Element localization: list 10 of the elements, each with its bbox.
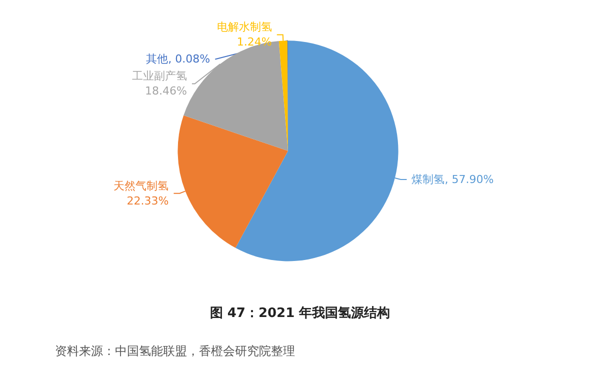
slice-label: 天然气制氢 bbox=[114, 179, 169, 192]
slice-label: 电解水制氢 bbox=[216, 20, 272, 34]
slice-label: 工业副产氢 bbox=[132, 70, 187, 83]
slice-label: 其他, 0.08% bbox=[146, 52, 210, 66]
data-label: 18.46% bbox=[144, 84, 187, 98]
data-label: 22.33% bbox=[126, 194, 169, 208]
slice-label: 煤制氢, 57.90% bbox=[412, 172, 494, 186]
text: 图 47：2021 年我国氢源结构 bbox=[210, 305, 390, 321]
data-label: 1.24% bbox=[236, 36, 272, 49]
text: 资料来源：中国氢能联盟，香橙会研究院整理 bbox=[55, 344, 295, 358]
